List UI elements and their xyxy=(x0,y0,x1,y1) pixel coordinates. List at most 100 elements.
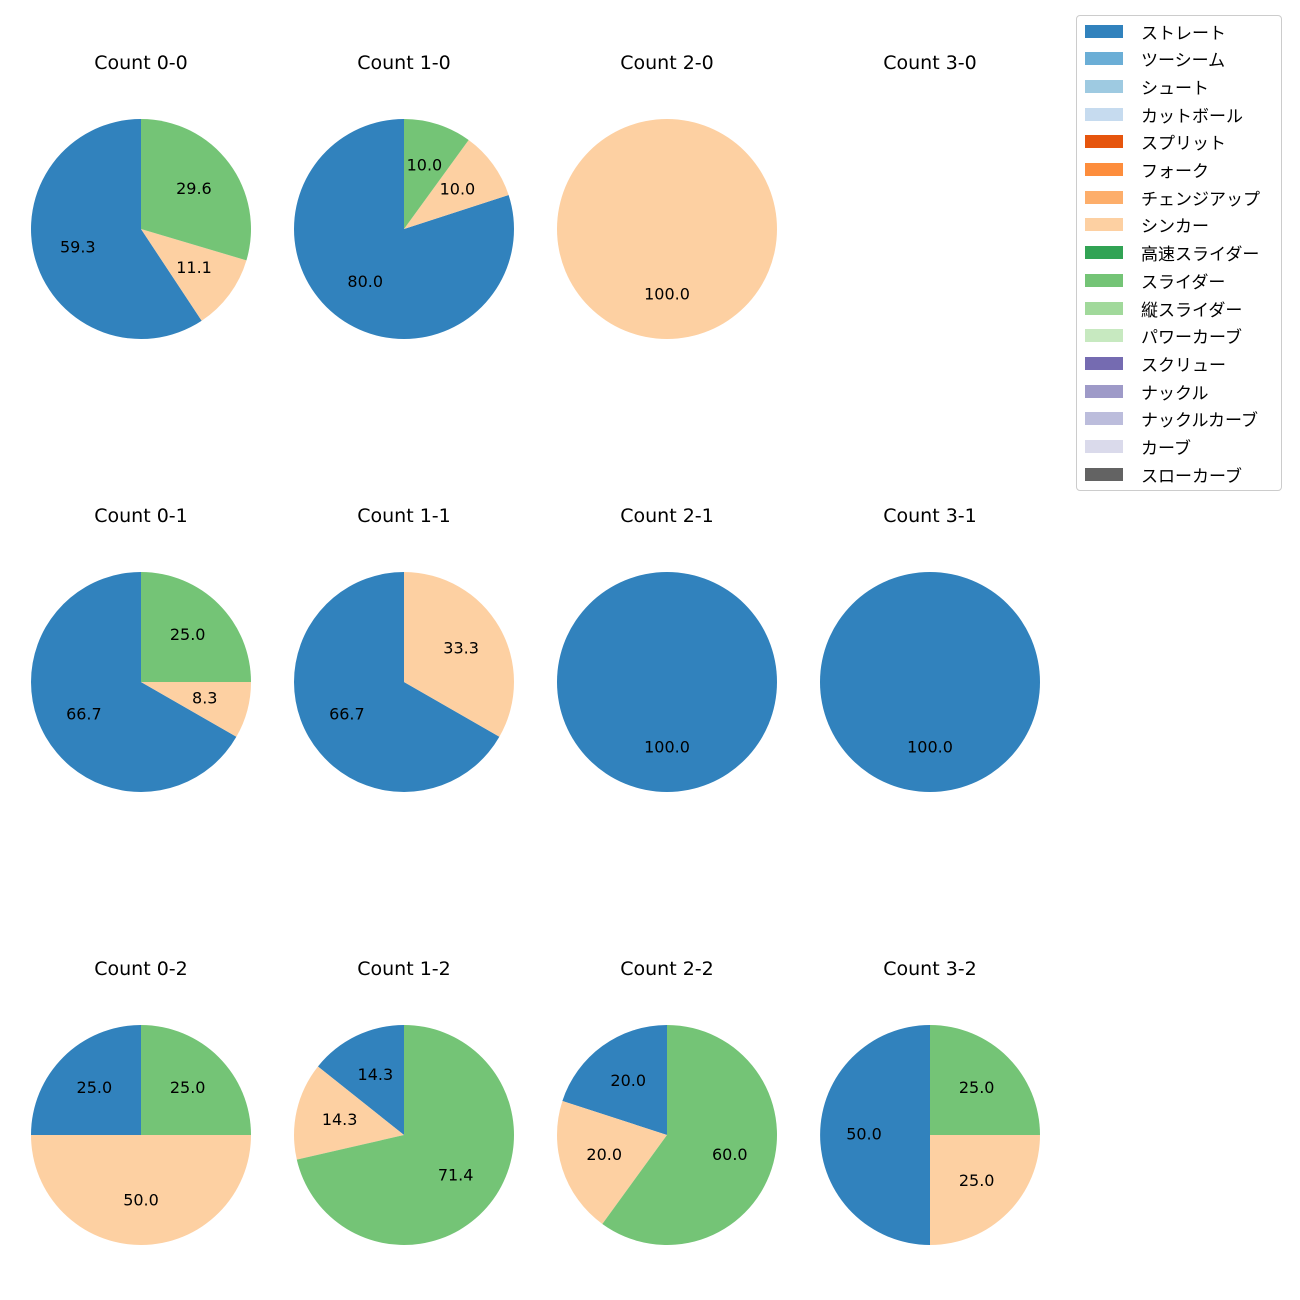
legend-swatch xyxy=(1085,412,1123,426)
pie-label-count-1-2-0: 14.3 xyxy=(358,1065,394,1084)
pie-slice-count-2-2-0 xyxy=(562,1025,667,1135)
pie-title: Count 3-0 xyxy=(883,52,977,74)
legend-label: フォーク xyxy=(1141,162,1209,182)
pie-count-3-1: Count 3-1 100.0 xyxy=(820,505,1040,792)
pie-slice-count-0-0-2 xyxy=(141,119,251,261)
pie-label-count-1-2-1: 14.3 xyxy=(322,1110,358,1129)
pie-label-count-1-0-1: 10.0 xyxy=(440,180,476,199)
pie-slice-count-0-1-0 xyxy=(30,572,237,792)
pie-label-count-0-1-2: 25.0 xyxy=(170,625,206,644)
pie-label-count-2-0-0: 100.0 xyxy=(644,285,690,304)
pie-slice-count-3-2-0 xyxy=(820,1025,930,1245)
legend-item: スクリュー xyxy=(1085,350,1226,376)
legend-item: ナックル xyxy=(1085,378,1209,404)
legend-item: スローカーブ xyxy=(1085,461,1242,487)
pie-count-3-2: Count 3-2 50.0 25.0 25.0 xyxy=(820,958,1040,1245)
legend-item: 高速スライダー xyxy=(1085,240,1259,266)
pie-label-count-0-0-1: 11.1 xyxy=(176,258,212,277)
pie-count-2-2: Count 2-2 20.0 20.0 60.0 xyxy=(557,958,778,1246)
legend-label: カーブ xyxy=(1141,439,1191,459)
legend-swatch xyxy=(1085,440,1123,453)
pie-title: Count 0-1 xyxy=(94,505,188,527)
legend-label: 高速スライダー xyxy=(1141,245,1260,266)
pie-label-count-0-0-0: 59.3 xyxy=(60,238,96,257)
legend-swatch xyxy=(1085,218,1123,232)
pie-label-count-3-1-0: 100.0 xyxy=(907,738,953,757)
pie-slice-count-1-1-1 xyxy=(404,572,514,737)
pie-slice-count-1-2-2 xyxy=(296,1025,514,1245)
pie-slice-count-0-2-0 xyxy=(31,1025,141,1135)
legend-item: スプリット xyxy=(1085,129,1226,155)
legend-item: ツーシーム xyxy=(1085,46,1225,72)
legend-item: カットボール xyxy=(1085,101,1243,127)
pie-label-count-3-2-0: 50.0 xyxy=(846,1125,882,1144)
pie-slice-count-2-1-0 xyxy=(557,572,777,792)
legend-swatch xyxy=(1085,107,1123,121)
legend-swatch xyxy=(1085,135,1123,149)
pie-label-count-2-2-1: 20.0 xyxy=(586,1145,622,1164)
pie-slice-count-0-1-1 xyxy=(141,682,251,737)
legend-label: パワーカーブ xyxy=(1141,328,1242,349)
pie-slice-count-1-2-1 xyxy=(293,1066,404,1160)
pie-slice-count-2-2-2 xyxy=(602,1025,778,1246)
pie-count-1-1: Count 1-1 66.7 33.3 xyxy=(293,505,514,792)
legend-item: 縦スライダー xyxy=(1085,295,1242,321)
pie-slice-count-0-2-2 xyxy=(141,1025,251,1135)
pie-title: Count 0-2 xyxy=(94,958,188,980)
legend-swatch xyxy=(1085,329,1123,343)
legend-swatch xyxy=(1085,163,1123,176)
pie-label-count-2-2-0: 20.0 xyxy=(610,1071,646,1090)
pie-slice-count-0-0-0 xyxy=(30,119,202,340)
pie-slice-count-1-1-0 xyxy=(293,572,500,792)
pie-label-count-3-2-2: 25.0 xyxy=(959,1078,995,1097)
legend-swatch xyxy=(1085,246,1123,260)
legend-swatch xyxy=(1085,52,1123,66)
pie-label-count-0-1-0: 66.7 xyxy=(66,705,102,724)
legend-label: スクリュー xyxy=(1141,355,1226,376)
legend-item: ストレート xyxy=(1085,18,1226,44)
pie-count-1-2: Count 1-2 14.3 14.3 71.4 xyxy=(293,958,514,1245)
legend-label: カットボール xyxy=(1141,106,1243,127)
legend-swatch xyxy=(1085,79,1123,93)
pie-label-count-2-2-2: 60.0 xyxy=(712,1145,748,1164)
pie-title: Count 1-0 xyxy=(357,52,451,74)
pie-title: Count 2-1 xyxy=(620,505,714,527)
pie-count-1-0: Count 1-0 80.0 10.0 10.0 xyxy=(293,52,514,339)
pie-label-count-0-2-2: 25.0 xyxy=(170,1078,206,1097)
pie-count-2-0: Count 2-0 100.0 xyxy=(557,52,777,339)
legend-label: スローカーブ xyxy=(1141,466,1242,487)
legend-item: シュート xyxy=(1085,73,1209,99)
legend: ストレート ツーシームシュートカットボール スプリットフォーク チェンジアップ シンカー… xyxy=(1076,15,1282,491)
legend-label: シュート xyxy=(1141,78,1209,99)
pie-label-count-2-1-0: 100.0 xyxy=(644,738,690,757)
pie-slice-count-3-2-2 xyxy=(930,1025,1040,1135)
legend-label: スライダー xyxy=(1141,272,1226,293)
pie-slice-count-3-1-0 xyxy=(820,572,1040,792)
pie-label-count-0-1-1: 8.3 xyxy=(192,689,217,708)
legend-label: ナックルカーブ xyxy=(1141,411,1258,432)
pie-title: Count 3-1 xyxy=(883,505,977,527)
pie-label-count-1-0-0: 80.0 xyxy=(347,272,383,291)
pie-title: Count 1-2 xyxy=(357,958,451,980)
pie-slice-count-2-0-0 xyxy=(557,119,777,339)
legend-label: ストレート xyxy=(1141,23,1226,44)
pie-count-0-1: Count 0-1 66.7 8.3 25.0 xyxy=(30,505,251,792)
legend-item: チェンジアップ xyxy=(1085,184,1260,210)
legend-label: ナックル xyxy=(1141,383,1209,404)
legend-swatch xyxy=(1085,273,1123,287)
legend-item: カーブ xyxy=(1085,434,1191,460)
pie-slice-count-1-0-2 xyxy=(404,119,469,229)
legend-item: シンカー xyxy=(1085,212,1209,238)
pie-title: Count 2-2 xyxy=(620,958,714,980)
pie-title: Count 1-1 xyxy=(357,505,451,527)
pie-slice-count-1-2-0 xyxy=(317,1025,404,1135)
pie-label-count-1-1-0: 66.7 xyxy=(329,705,365,724)
pie-title: Count 2-0 xyxy=(620,52,714,74)
pie-slice-count-0-0-1 xyxy=(141,229,247,321)
pie-slice-count-0-2-1 xyxy=(31,1135,251,1245)
legend-swatch xyxy=(1085,24,1123,38)
pie-title: Count 3-2 xyxy=(883,958,977,980)
legend-swatch xyxy=(1085,467,1123,481)
legend-item: パワーカーブ xyxy=(1085,323,1242,349)
